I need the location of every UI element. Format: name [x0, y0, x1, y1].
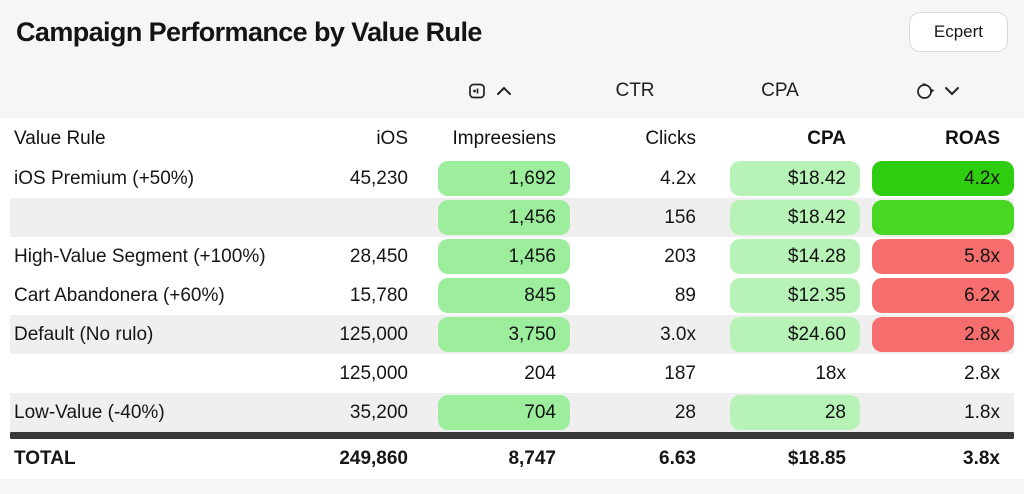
cpa-pill: $14.28 [730, 239, 860, 274]
impressions-cell: 704 [408, 395, 570, 430]
column-header-clicks[interactable]: Clicks [645, 127, 696, 149]
clicks-cell: 187 [664, 362, 696, 384]
total-impressions: 8,747 [508, 448, 556, 469]
impressions-pill: 3,750 [438, 317, 570, 352]
value-rule-cell: High-Value Segment (+100%) [14, 245, 266, 267]
chevron-down-icon [944, 86, 960, 96]
cpa-cell: 28 [700, 395, 860, 430]
clicks-cell: 28 [674, 401, 696, 423]
roas-value: 1.8x [964, 401, 1000, 423]
note-icon [467, 81, 487, 101]
impressions-pill: 1,456 [438, 239, 570, 274]
cpa-cell: $14.28 [700, 239, 860, 274]
roas-cell: 2.8x [860, 317, 1014, 352]
column-header-value-rule[interactable]: Value Rule [14, 127, 106, 149]
total-roas: 3.8x [963, 448, 1000, 469]
export-button[interactable]: Ecpert [908, 12, 1008, 52]
cpa-cell: 18x [700, 356, 860, 391]
table-header-row: Value Rule iOS Impreesiens Clicks CPA RO… [10, 118, 1014, 159]
impressions-cell: 1,692 [408, 161, 570, 196]
chevron-up-icon [496, 86, 512, 96]
total-row: TOTAL 249,860 8,747 6.63 $18.85 3.8x [10, 439, 1014, 479]
table-row: High-Value Segment (+100%) 28,450 1,456 … [10, 237, 1014, 276]
roas-cell: 1.8x [860, 395, 1014, 430]
ios-cell: 35,200 [349, 401, 408, 423]
table-row: 1,456 156 $18.42 [10, 198, 1014, 237]
impressions-pill: 1,456 [438, 200, 570, 235]
table-row: iOS Premium (+50%) 45,230 1,692 4.2x $18… [10, 159, 1014, 198]
clicks-cell: 89 [674, 284, 696, 306]
roas-pill [872, 200, 1014, 235]
total-label: TOTAL [14, 448, 76, 469]
roas-cell: 4.2x [860, 161, 1014, 196]
clicks-cell: 4.2x [660, 167, 696, 189]
cpa-control-label: CPA [761, 80, 799, 101]
cpa-pill: $18.42 [730, 200, 860, 235]
roas-pill: 6.2x [872, 278, 1014, 313]
clicks-cell: 203 [664, 245, 696, 267]
ctr-sort-control[interactable]: CTR [570, 80, 700, 102]
cpa-value: 18x [815, 362, 846, 384]
total-divider [10, 432, 1014, 439]
roas-pill: 2.8x [872, 317, 1014, 352]
ios-cell: 28,450 [349, 245, 408, 267]
roas-cell: 6.2x [860, 278, 1014, 313]
ios-cell: 125,000 [339, 362, 408, 384]
campaign-table: Value Rule iOS Impreesiens Clicks CPA RO… [0, 118, 1024, 479]
cpa-cell: $12.35 [700, 278, 860, 313]
value-rule-cell: Default (No rulo) [14, 323, 154, 345]
impressions-cell: 845 [408, 278, 570, 313]
roas-cell [860, 200, 1014, 235]
column-header-roas[interactable]: ROAS [945, 127, 1000, 149]
total-ios: 249,860 [339, 448, 408, 469]
roas-pill: 5.8x [872, 239, 1014, 274]
roas-value: 2.8x [964, 362, 1000, 384]
impressions-cell: 204 [408, 356, 570, 391]
cpa-cell: $18.42 [700, 161, 860, 196]
roas-filter-control[interactable] [860, 81, 1014, 101]
value-rule-cell: iOS Premium (+50%) [14, 167, 195, 189]
impressions-sort-control[interactable] [408, 81, 570, 101]
impressions-pill: 845 [438, 278, 570, 313]
value-rule-cell: Low-Value (-40%) [14, 401, 165, 423]
impressions-value: 204 [524, 362, 556, 384]
cpa-cell: $18.42 [700, 200, 860, 235]
cpa-sort-control[interactable]: CPA [700, 80, 860, 102]
roas-cell: 5.8x [860, 239, 1014, 274]
table-row: Cart Abandonera (+60%) 15,780 845 89 $12… [10, 276, 1014, 315]
impressions-pill: 1,692 [438, 161, 570, 196]
column-header-cpa[interactable]: CPA [807, 127, 846, 149]
cpa-pill: $24.60 [730, 317, 860, 352]
table-row: Low-Value (-40%) 35,200 704 28 28 1.8x [10, 393, 1014, 432]
cpa-pill: $12.35 [730, 278, 860, 313]
ctr-control-label: CTR [615, 80, 655, 101]
cpa-cell: $24.60 [700, 317, 860, 352]
stopwatch-icon [915, 81, 935, 101]
impressions-cell: 1,456 [408, 200, 570, 235]
page-title: Campaign Performance by Value Rule [16, 17, 482, 47]
total-clicks: 6.63 [659, 448, 696, 469]
table-row: 125,000 204 187 18x 2.8x [10, 354, 1014, 393]
total-cpa: $18.85 [787, 448, 846, 469]
ios-cell: 45,230 [349, 167, 408, 189]
page-header: Campaign Performance by Value Rule Ecper… [0, 0, 1024, 52]
cpa-pill: $18.42 [730, 161, 860, 196]
roas-cell: 2.8x [860, 356, 1014, 391]
ios-cell: 15,780 [349, 284, 408, 306]
impressions-cell: 1,456 [408, 239, 570, 274]
column-header-ios[interactable]: iOS [376, 127, 408, 149]
table-row: Default (No rulo) 125,000 3,750 3.0x $24… [10, 315, 1014, 354]
roas-pill: 4.2x [872, 161, 1014, 196]
value-rule-cell: Cart Abandonera (+60%) [14, 284, 225, 306]
impressions-pill: 704 [438, 395, 570, 430]
impressions-cell: 3,750 [408, 317, 570, 352]
cpa-pill: 28 [730, 395, 860, 430]
column-controls: CTR CPA [10, 72, 1014, 110]
ios-cell: 125,000 [339, 323, 408, 345]
clicks-cell: 156 [664, 206, 696, 228]
clicks-cell: 3.0x [660, 323, 696, 345]
column-header-impressions[interactable]: Impreesiens [452, 127, 557, 149]
